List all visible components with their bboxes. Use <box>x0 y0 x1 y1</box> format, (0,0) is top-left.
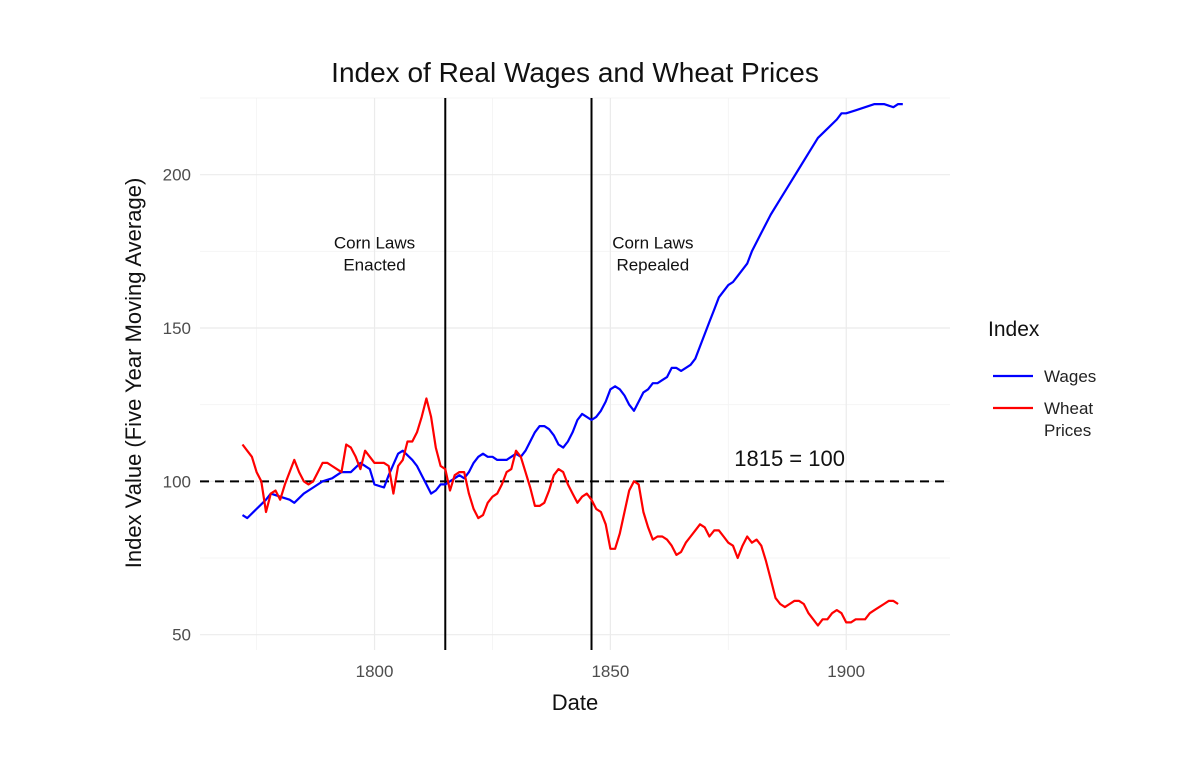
y-tick-label: 50 <box>172 626 191 645</box>
x-axis-title: Date <box>552 690 598 715</box>
reference-lines <box>200 98 950 650</box>
legend: Index Wages Wheat Prices <box>988 318 1096 440</box>
legend-label: Wheat Prices <box>1044 399 1093 440</box>
y-tick-label: 100 <box>163 472 191 491</box>
tick-labels: 1800 1850 1900 50 100 150 200 <box>163 166 866 681</box>
annotation-line: Enacted <box>343 255 405 274</box>
grid <box>200 97 950 650</box>
x-tick-label: 1800 <box>356 662 394 681</box>
legend-label-line: Prices <box>1044 421 1091 440</box>
annotation-label: Corn Laws Repealed <box>612 233 693 274</box>
annotations: Corn Laws Enacted Corn Laws Repealed 1815 = … <box>334 233 845 471</box>
annotation-line: Corn Laws <box>334 233 415 252</box>
annotation-label: Corn Laws Enacted <box>334 233 415 274</box>
x-tick-label: 1900 <box>827 662 865 681</box>
legend-title: Index <box>988 318 1040 341</box>
y-tick-label: 150 <box>163 319 191 338</box>
legend-label-line: Wages <box>1044 367 1096 386</box>
series-line-wheat-prices <box>241 397 899 627</box>
annotation-line: Repealed <box>616 255 689 274</box>
annotation-line: Corn Laws <box>612 233 693 252</box>
legend-label-line: Wheat <box>1044 399 1093 418</box>
series-group <box>241 103 903 627</box>
annotation-baseline-label: 1815 = 100 <box>734 446 845 471</box>
legend-label: Wages <box>1044 367 1096 386</box>
chart-title: Index of Real Wages and Wheat Prices <box>331 57 819 88</box>
y-axis-title: Index Value (Five Year Moving Average) <box>121 178 146 569</box>
y-tick-label: 200 <box>163 166 191 185</box>
x-tick-label: 1850 <box>591 662 629 681</box>
series-line-wages <box>241 103 903 520</box>
